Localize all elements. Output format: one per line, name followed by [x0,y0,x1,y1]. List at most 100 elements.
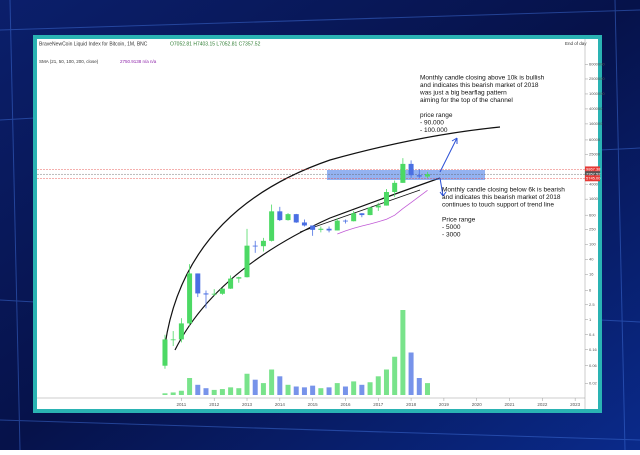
candle-body [236,277,242,279]
price-label-box [585,175,600,182]
volume-bar [260,383,266,395]
annotation: Monthly candle closing below 6k is beari… [442,187,565,194]
volume-bar [252,379,258,395]
volume-bar [211,389,217,395]
volume-bar [392,356,398,395]
y-tick-label: 1600 [589,196,599,201]
volume-bar [383,369,389,395]
sma-line [337,189,428,235]
y-tick-label: 250 [589,227,596,232]
volume-bar [162,393,168,395]
candle-body [392,182,398,193]
candle-body [351,213,357,222]
annotation: - 90.000 [420,120,444,127]
price-label: 7357.52 [586,171,601,176]
volume-bar [310,385,316,395]
x-tick-label: 2017 [373,402,384,407]
candle-body [187,273,193,324]
x-tick-label: 2015 [308,402,319,407]
y-tick-label: 2.5 [589,302,595,307]
candle-body [334,220,340,231]
candle-body [400,163,406,183]
volume-bar [367,382,373,395]
candle-body [367,207,373,216]
candle-body [252,245,258,247]
volume-bar [187,378,193,395]
volume-bar [203,388,209,395]
candle-body [162,339,168,366]
candle-body [244,245,250,278]
channel-bottom [174,177,441,351]
volume-bar [285,384,291,395]
annotation: - 100.000 [420,127,448,134]
y-tick-label: 40 [589,257,594,262]
candle-body [301,222,307,226]
y-tick-label: 1000000 [589,91,605,96]
price-label-box [585,171,600,178]
candle-body [310,225,316,230]
y-tick-label: 600 [589,212,596,217]
candle-body [260,240,266,247]
indicator-label: SMA (21, 50, 100, 200, close) [39,59,99,64]
volume-bar [219,389,225,395]
annotation: Price range [442,217,476,224]
candle-body [269,211,275,241]
price-label: 5745.00 [586,175,601,180]
indicator-values: 2750.9138 n/a n/a [120,59,157,64]
y-tick-label: 25000 [589,151,601,156]
candle-body [178,323,184,340]
chart-title: BraveNewCoin Liquid Index for Bitcoin, 1… [39,41,148,47]
candle-body [326,228,332,231]
volume-bar [170,392,176,395]
x-tick-label: 2020 [472,402,483,407]
y-tick-label: 16 [589,271,594,276]
x-tick-label: 2013 [242,402,253,407]
volume-bar [269,369,275,395]
y-tick-label: 6000000 [589,62,605,67]
volume-bar [195,384,201,395]
ohlc-header: O7052.81 H7403.15 L7052.81 C7357.52 [170,41,261,47]
annotation: and indicates this bearish market of 201… [420,82,539,89]
y-tick-label: 0.16 [589,347,598,352]
x-tick-label: 2011 [177,402,187,407]
y-tick-label: 60000 [589,137,601,142]
y-tick-label: 4000 [589,181,599,186]
annotation: aiming for the top of the channel [420,97,513,104]
volume-bar [400,310,406,395]
channel-top [164,126,501,346]
candle-body [211,293,217,295]
volume-bar [178,390,184,395]
candle-body [195,273,201,294]
volume-bar [424,383,430,395]
candle-body [359,213,365,216]
trend-line [299,189,421,233]
candle-body [277,211,283,221]
volume-bar [334,383,340,395]
volume-bar [277,376,283,395]
annotation: and indicates this bearish market of 201… [442,194,561,201]
volume-bar [301,387,307,395]
x-tick-label: 2012 [209,402,220,407]
arrow-up [439,137,458,173]
candle-body [318,228,324,230]
volume-bar [416,378,422,395]
x-tick-label: 2014 [275,402,286,407]
x-tick-label: 2018 [406,402,417,407]
x-tick-label: 2021 [505,402,516,407]
annotation: price range [420,112,453,119]
range-zone [327,170,485,180]
candle-body [285,214,291,221]
volume-bar [359,384,365,395]
volume-bar [342,386,348,395]
volume-bar [375,376,381,395]
annotation: continues to touch support of trend line [442,202,554,209]
annotation: - 3000 [442,232,461,239]
price-label-box [585,166,600,173]
volume-bar [408,352,414,395]
volume-bar [326,387,332,395]
candle-body [203,293,209,295]
price-label: 9867.38 [586,166,601,171]
volume-bar [318,388,324,395]
annotation: was just a big bearflag pattern [419,90,507,97]
